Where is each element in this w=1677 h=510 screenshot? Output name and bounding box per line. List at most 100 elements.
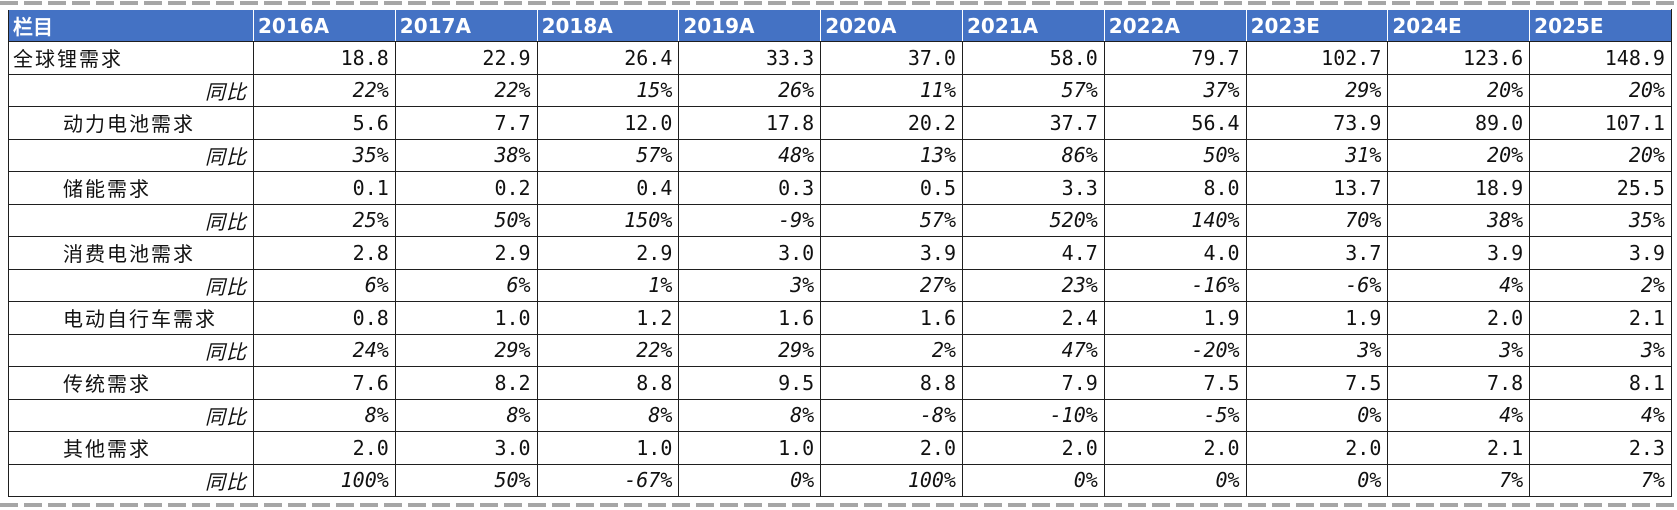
yoy-label-cell: 同比 (8, 333, 254, 367)
demand-value-cell: 8.8 (536, 366, 680, 400)
demand-value-cell: 8.8 (820, 366, 963, 400)
demand-value-cell: 1.0 (678, 431, 822, 465)
demand-value-cell: 2.0 (1387, 301, 1531, 335)
yoy-value-cell: 37% (1103, 73, 1247, 107)
demand-row: 其他需求 2.0 3.0 1.0 1.0 2.0 2.0 2.0 2.0 2.1 2.3 (8, 431, 1672, 465)
demand-value-cell: 3.0 (678, 236, 822, 270)
demand-value-cell: 2.1 (1387, 431, 1531, 465)
table-body: 全球锂需求 18.8 22.9 26.4 33.3 37.0 58.0 79.7 102.7 12… (8, 41, 1672, 497)
demand-value-cell: 37.0 (820, 41, 963, 75)
demand-value-cell: 18.9 (1387, 171, 1531, 205)
demand-value-cell: 4.7 (961, 236, 1105, 270)
yoy-row: 同比 6% 6% 1% 3% 27% 23% -16% -6% 4% 2% (8, 268, 1672, 302)
yoy-value-cell: 29% (678, 333, 822, 367)
yoy-value-cell: 22% (394, 73, 538, 107)
demand-value-cell: 1.6 (678, 301, 822, 335)
yoy-value-cell: 38% (394, 138, 538, 172)
demand-value-cell: 0.5 (820, 171, 963, 205)
demand-value-cell: 3.9 (820, 236, 963, 270)
table-header: 栏目 2016A 2017A 2018A 2019A 2020A 2021A 2… (8, 9, 1672, 42)
demand-value-cell: 73.9 (1245, 106, 1389, 140)
yoy-value-cell: -67% (536, 463, 680, 497)
row-label-cell: 消费电池需求 (8, 236, 254, 270)
header-year-cell: 2016A (253, 9, 396, 42)
demand-value-cell: 3.9 (1529, 236, 1672, 270)
yoy-value-cell: 31% (1245, 138, 1389, 172)
yoy-value-cell: 25% (253, 203, 396, 237)
yoy-value-cell: 26% (678, 73, 822, 107)
yoy-value-cell: 57% (961, 73, 1105, 107)
demand-value-cell: 148.9 (1529, 41, 1672, 75)
yoy-value-cell: 0% (1245, 398, 1389, 432)
yoy-value-cell: 4% (1529, 398, 1672, 432)
yoy-value-cell: 3% (1529, 333, 1672, 367)
yoy-value-cell: 20% (1387, 138, 1531, 172)
demand-value-cell: 3.0 (394, 431, 538, 465)
demand-row: 电动自行车需求 0.8 1.0 1.2 1.6 1.6 2.4 1.9 1.9 2.0 2.1 (8, 301, 1672, 335)
demand-value-cell: 0.4 (536, 171, 680, 205)
yoy-value-cell: -9% (678, 203, 822, 237)
top-dashed-border (0, 1, 1677, 5)
demand-value-cell: 33.3 (678, 41, 822, 75)
yoy-value-cell: 8% (394, 398, 538, 432)
demand-value-cell: 8.1 (1529, 366, 1672, 400)
yoy-row: 同比 24% 29% 22% 29% 2% 47% -20% 3% 3% 3% (8, 333, 1672, 367)
demand-value-cell: 9.5 (678, 366, 822, 400)
demand-value-cell: 22.9 (394, 41, 538, 75)
yoy-value-cell: 22% (536, 333, 680, 367)
yoy-row: 同比 100% 50% -67% 0% 100% 0% 0% 0% 7% 7% (8, 463, 1672, 497)
yoy-value-cell: 6% (253, 268, 396, 302)
yoy-value-cell: 4% (1387, 398, 1531, 432)
demand-value-cell: 58.0 (961, 41, 1105, 75)
yoy-value-cell: 140% (1103, 203, 1247, 237)
yoy-value-cell: 24% (253, 333, 396, 367)
demand-value-cell: 1.0 (536, 431, 680, 465)
row-label-cell: 其他需求 (8, 431, 254, 465)
yoy-value-cell: 27% (820, 268, 963, 302)
demand-value-cell: 26.4 (536, 41, 680, 75)
yoy-value-cell: -5% (1103, 398, 1247, 432)
yoy-value-cell: 150% (536, 203, 680, 237)
yoy-value-cell: 29% (1245, 73, 1389, 107)
header-year-cell: 2020A (820, 9, 963, 42)
demand-value-cell: 1.9 (1103, 301, 1247, 335)
demand-value-cell: 0.3 (678, 171, 822, 205)
yoy-value-cell: 520% (961, 203, 1105, 237)
yoy-value-cell: 50% (1103, 138, 1247, 172)
demand-value-cell: 2.1 (1529, 301, 1672, 335)
demand-value-cell: 1.9 (1245, 301, 1389, 335)
demand-value-cell: 4.0 (1103, 236, 1247, 270)
yoy-value-cell: 20% (1529, 73, 1672, 107)
yoy-label-cell: 同比 (8, 73, 254, 107)
header-year-cell: 2024E (1387, 9, 1531, 42)
header-year-cell: 2023E (1245, 9, 1389, 42)
demand-value-cell: 8.0 (1103, 171, 1247, 205)
header-year-cell: 2019A (678, 9, 822, 42)
yoy-value-cell: 2% (1529, 268, 1672, 302)
demand-value-cell: 3.3 (961, 171, 1105, 205)
yoy-value-cell: 7% (1387, 463, 1531, 497)
yoy-value-cell: -10% (961, 398, 1105, 432)
yoy-value-cell: 3% (1387, 333, 1531, 367)
yoy-value-cell: 4% (1387, 268, 1531, 302)
yoy-value-cell: 0% (1245, 463, 1389, 497)
yoy-value-cell: 70% (1245, 203, 1389, 237)
demand-row: 储能需求 0.1 0.2 0.4 0.3 0.5 3.3 8.0 13.7 18.9 25.5 (8, 171, 1672, 205)
yoy-value-cell: 22% (253, 73, 396, 107)
demand-value-cell: 79.7 (1103, 41, 1247, 75)
demand-value-cell: 12.0 (536, 106, 680, 140)
yoy-value-cell: 23% (961, 268, 1105, 302)
demand-value-cell: 7.8 (1387, 366, 1531, 400)
header-label-cell: 栏目 (8, 9, 254, 42)
demand-value-cell: 5.6 (253, 106, 396, 140)
demand-row: 传统需求 7.6 8.2 8.8 9.5 8.8 7.9 7.5 7.5 7.8 8.1 (8, 366, 1672, 400)
yoy-value-cell: 6% (394, 268, 538, 302)
yoy-row: 同比 25% 50% 150% -9% 57% 520% 140% 70% 38% 35% (8, 203, 1672, 237)
header-year-cell: 2021A (961, 9, 1105, 42)
yoy-value-cell: 35% (253, 138, 396, 172)
yoy-value-cell: 100% (253, 463, 396, 497)
yoy-label-cell: 同比 (8, 138, 254, 172)
yoy-value-cell: 47% (961, 333, 1105, 367)
demand-value-cell: 1.0 (394, 301, 538, 335)
bottom-dashed-border (0, 503, 1677, 507)
